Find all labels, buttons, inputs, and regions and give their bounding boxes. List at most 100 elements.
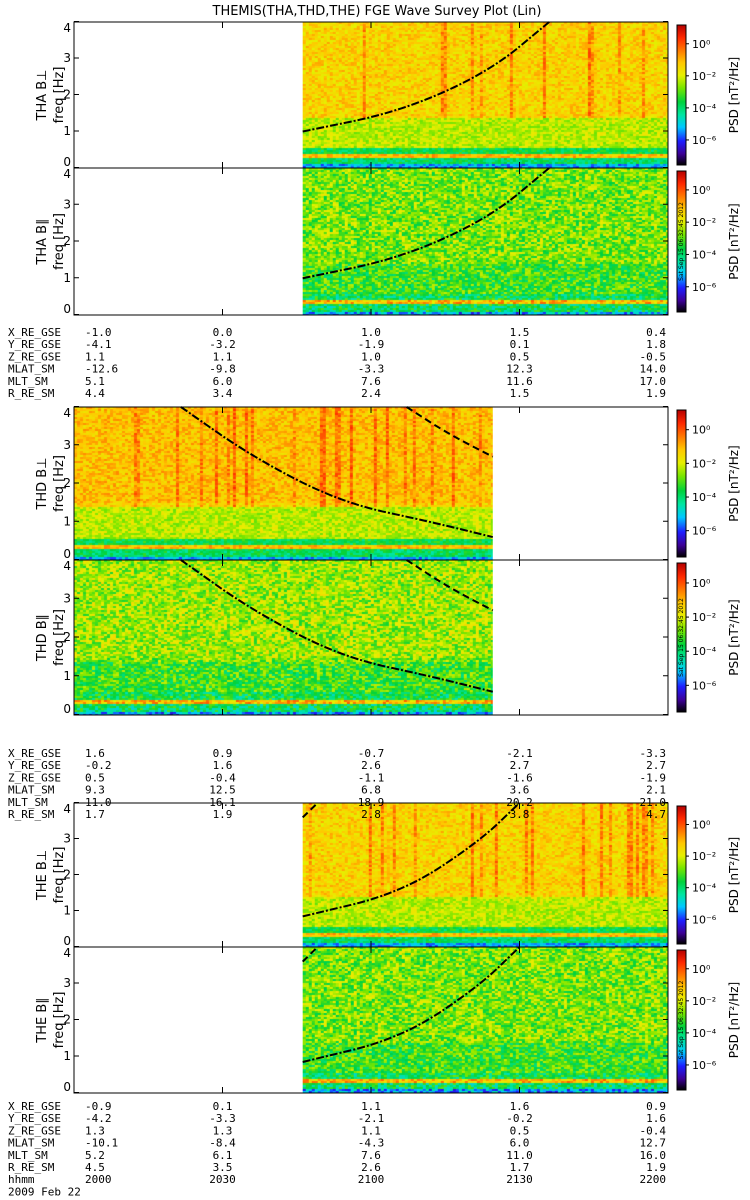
ephemeris-row-name: Z_RE_GSE <box>8 1124 61 1137</box>
ephemeris-value: 3.6 <box>510 784 530 797</box>
colorbar-tick-label: 10⁻⁶ <box>692 679 717 692</box>
y-tick-label: 3 <box>63 438 71 452</box>
ephemeris-row-name: MLT_SM <box>8 375 48 388</box>
ephemeris-value: 1.9 <box>213 808 233 821</box>
ephemeris-value: -2.1 <box>358 1112 385 1125</box>
ephemeris-row-name: Y_RE_GSE <box>8 1112 61 1125</box>
ephemeris-value: -4.3 <box>358 1137 385 1150</box>
ephemeris-value: -0.7 <box>358 747 385 760</box>
ephemeris-value: -3.2 <box>209 338 236 351</box>
gyrofrequency-curve <box>301 946 319 963</box>
gyrofrequency-curve <box>406 406 494 458</box>
y-tick-label: 0 <box>63 1080 71 1094</box>
ephemeris-value: 1.1 <box>361 1100 381 1113</box>
colorbar-label: PSD [nT²/Hz] <box>727 599 741 675</box>
colorbar <box>676 805 687 945</box>
x-tick-label: 2130 <box>506 1173 533 1186</box>
ephemeris-value: 4.4 <box>85 387 105 400</box>
colorbar-label: PSD [nT²/Hz] <box>727 203 741 279</box>
colorbar <box>676 949 687 1091</box>
ephemeris-value: -1.9 <box>640 771 667 784</box>
ephemeris-row-name: X_RE_GSE <box>8 747 61 760</box>
spectrogram-image <box>302 168 668 315</box>
spectrogram-image <box>74 560 493 715</box>
colorbar-tick-label: 10⁻⁴ <box>692 645 717 658</box>
ephemeris-row-name: R_RE_SM <box>8 1161 55 1174</box>
ephemeris-row-name: Y_RE_GSE <box>8 759 61 772</box>
ephemeris-value: 12.3 <box>506 363 533 376</box>
colorbar-tick-label: 10⁰ <box>692 963 711 976</box>
ephemeris-value: -3.3 <box>209 1112 236 1125</box>
ephemeris-value: 2.7 <box>510 759 530 772</box>
colorbar-tick-label: 10⁰ <box>692 184 711 197</box>
ephemeris-row-name: MLT_SM <box>8 796 48 809</box>
panel-ylabel: freq [Hz] <box>52 67 67 124</box>
y-tick-label: 1 <box>63 669 71 683</box>
ephemeris-value: 6.0 <box>213 375 233 388</box>
colorbar-tick-label: 10⁻⁶ <box>692 134 717 147</box>
ephemeris-value: -12.6 <box>85 363 118 376</box>
ephemeris-value: 20.2 <box>506 796 533 809</box>
ephemeris-value: -0.5 <box>640 350 667 363</box>
ephemeris-value: 2.6 <box>361 1161 381 1174</box>
ephemeris-value: -1.6 <box>506 771 533 784</box>
panel-label: THE B∥ <box>35 997 50 1043</box>
ephemeris-value: 1.3 <box>85 1124 105 1137</box>
gyrofrequency-curve <box>301 802 319 819</box>
ephemeris-value: -0.4 <box>209 771 236 784</box>
ephemeris-value: 1.6 <box>646 1112 666 1125</box>
y-tick-label: 1 <box>63 514 71 528</box>
y-tick-label: 4 <box>63 406 71 420</box>
ephemeris-value: -4.2 <box>85 1112 112 1125</box>
ephemeris-row-name: X_RE_GSE <box>8 326 61 339</box>
y-tick-label: 2 <box>63 630 71 644</box>
y-tick-label: 0 <box>63 155 71 169</box>
y-tick-label: 2 <box>63 234 71 248</box>
ephemeris-value: -0.4 <box>640 1124 667 1137</box>
ephemeris-value: -2.1 <box>506 747 533 760</box>
spectrogram-image <box>302 22 668 168</box>
panel-ylabel: freq [Hz] <box>52 992 67 1049</box>
y-tick-label: 1 <box>63 271 71 285</box>
date-label: 2009 Feb 22 <box>8 1185 81 1198</box>
ephemeris-value: 2.7 <box>646 759 666 772</box>
gyrofrequency-curve <box>302 167 550 280</box>
y-tick-label: 4 <box>63 802 71 816</box>
colorbar-tick-label: 10⁰ <box>692 577 711 590</box>
y-tick-label: 3 <box>63 976 71 990</box>
colorbar-label: PSD [nT²/Hz] <box>727 982 741 1058</box>
ephemeris-value: 7.6 <box>361 375 381 388</box>
ephemeris-row-name: MLAT_SM <box>8 363 55 376</box>
panel-ylabel: freq [Hz] <box>52 455 67 512</box>
gyrofrequency-curve <box>180 559 494 693</box>
ephemeris-value: 2.6 <box>361 759 381 772</box>
timestamp-stamp: Sat Sep 15 06:32:45 2012 <box>678 598 685 677</box>
colorbar-tick-label: 10⁰ <box>692 38 711 51</box>
ephemeris-value: 1.5 <box>510 387 530 400</box>
colorbar <box>676 562 687 713</box>
y-tick-label: 2 <box>63 88 71 102</box>
y-tick-label: 3 <box>63 832 71 846</box>
ephemeris-value: -0.2 <box>85 759 112 772</box>
timestamp-stamp: Sat Sep 15 06:32:45 2012 <box>678 202 685 281</box>
ephemeris-row-name: MLAT_SM <box>8 1137 55 1150</box>
ephemeris-value: 1.8 <box>646 338 666 351</box>
ephemeris-value: -1.9 <box>358 338 385 351</box>
panel-label: THD B∥ <box>35 614 50 662</box>
panel-ylabel: freq [Hz] <box>52 213 67 270</box>
colorbar-tick-label: 10⁰ <box>692 424 711 437</box>
ephemeris-value: 16.1 <box>209 796 236 809</box>
ephemeris-value: 1.1 <box>361 1124 381 1137</box>
ephemeris-value: 16.0 <box>640 1149 667 1162</box>
gyrofrequency-curve <box>302 21 550 133</box>
ephemeris-value: 18.9 <box>358 796 385 809</box>
ephemeris-value: 0.0 <box>213 326 233 339</box>
ephemeris-value: 1.1 <box>213 350 233 363</box>
ephemeris-value: 1.1 <box>85 350 105 363</box>
ephemeris-value: 11.0 <box>506 1149 533 1162</box>
y-tick-label: 0 <box>63 934 71 948</box>
ephemeris-value: -1.0 <box>85 326 112 339</box>
ephemeris-value: 1.0 <box>361 350 381 363</box>
ephemeris-value: -0.2 <box>506 1112 533 1125</box>
